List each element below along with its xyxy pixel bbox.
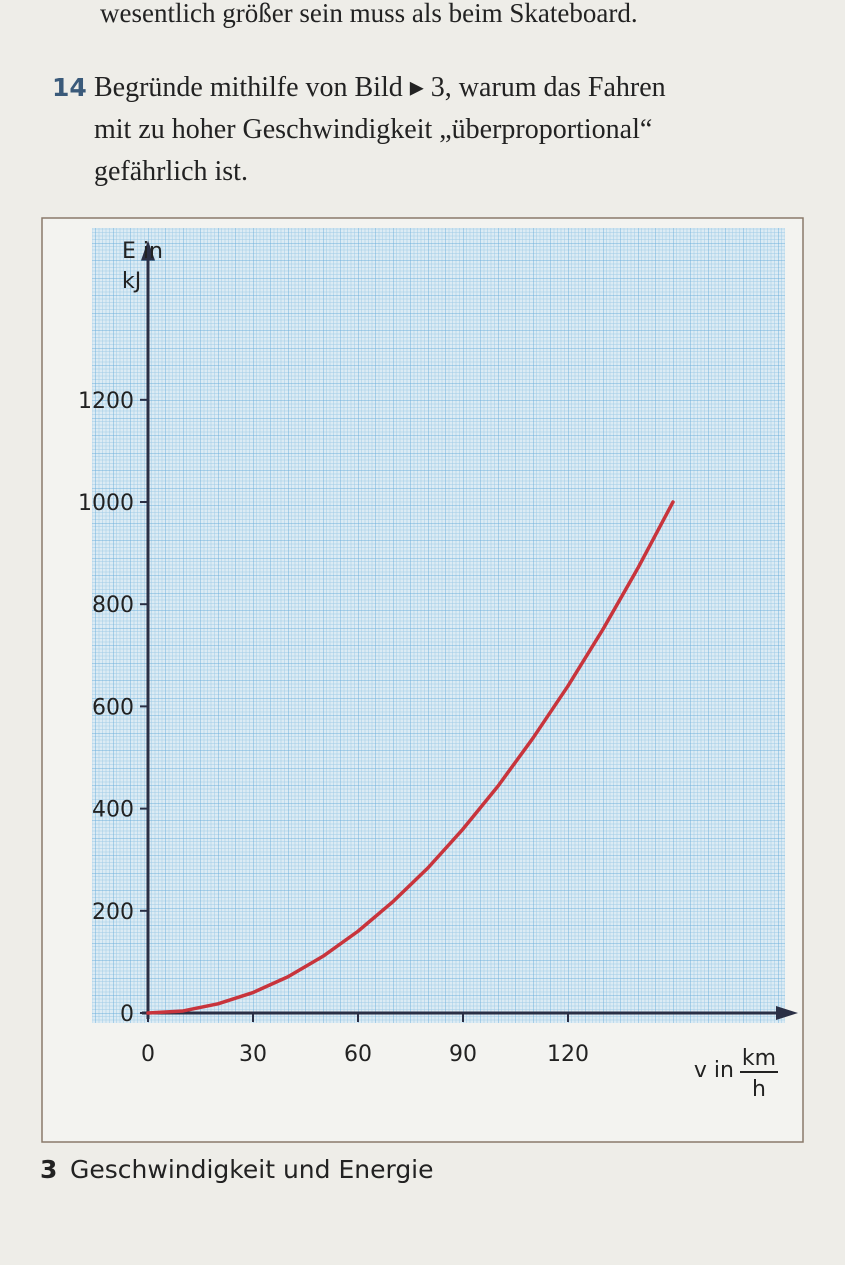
task-line: Begründe mithilfe von Bild ▸ 3, warum da…: [94, 72, 666, 103]
task-line: mit zu hoher Geschwindigkeit „überpropor…: [94, 114, 652, 145]
y-tick-label: 400: [92, 798, 134, 823]
x-tick-label: 30: [239, 1042, 267, 1067]
task-line: gefährlich ist.: [94, 156, 248, 187]
x-tick-label: 90: [449, 1042, 477, 1067]
caption-number: 3: [40, 1155, 57, 1184]
y-tick-label: 600: [92, 695, 134, 720]
y-axis-label: E in: [122, 239, 163, 264]
caption-text: Geschwindigkeit und Energie: [70, 1155, 434, 1184]
task-number: 14: [52, 73, 87, 102]
chart: 0 200 400 600 800 1000 1200 0 30 60 90 120 E in kJ v i…: [78, 239, 798, 1102]
x-axis-label: v in: [694, 1058, 734, 1083]
x-unit-den: h: [752, 1077, 766, 1102]
x-tick-label: 0: [141, 1042, 155, 1067]
top-line: wesentlich größer sein muss als beim Ska…: [100, 0, 638, 28]
y-axis-label: kJ: [122, 269, 141, 294]
y-tick-label: 800: [92, 593, 134, 618]
y-tick-label: 1000: [78, 491, 134, 516]
y-tick-label: 200: [92, 900, 134, 925]
x-axis-arrow: [776, 1006, 798, 1020]
x-tick-label: 60: [344, 1042, 372, 1067]
x-tick-label: 120: [547, 1042, 589, 1067]
graph-paper-grid: [92, 228, 785, 1023]
y-tick-label: 1200: [78, 389, 134, 414]
data-line: [146, 500, 675, 1015]
x-unit-num: km: [742, 1046, 776, 1071]
y-tick-label: 0: [120, 1002, 134, 1027]
y-axis-arrow: [141, 240, 155, 261]
